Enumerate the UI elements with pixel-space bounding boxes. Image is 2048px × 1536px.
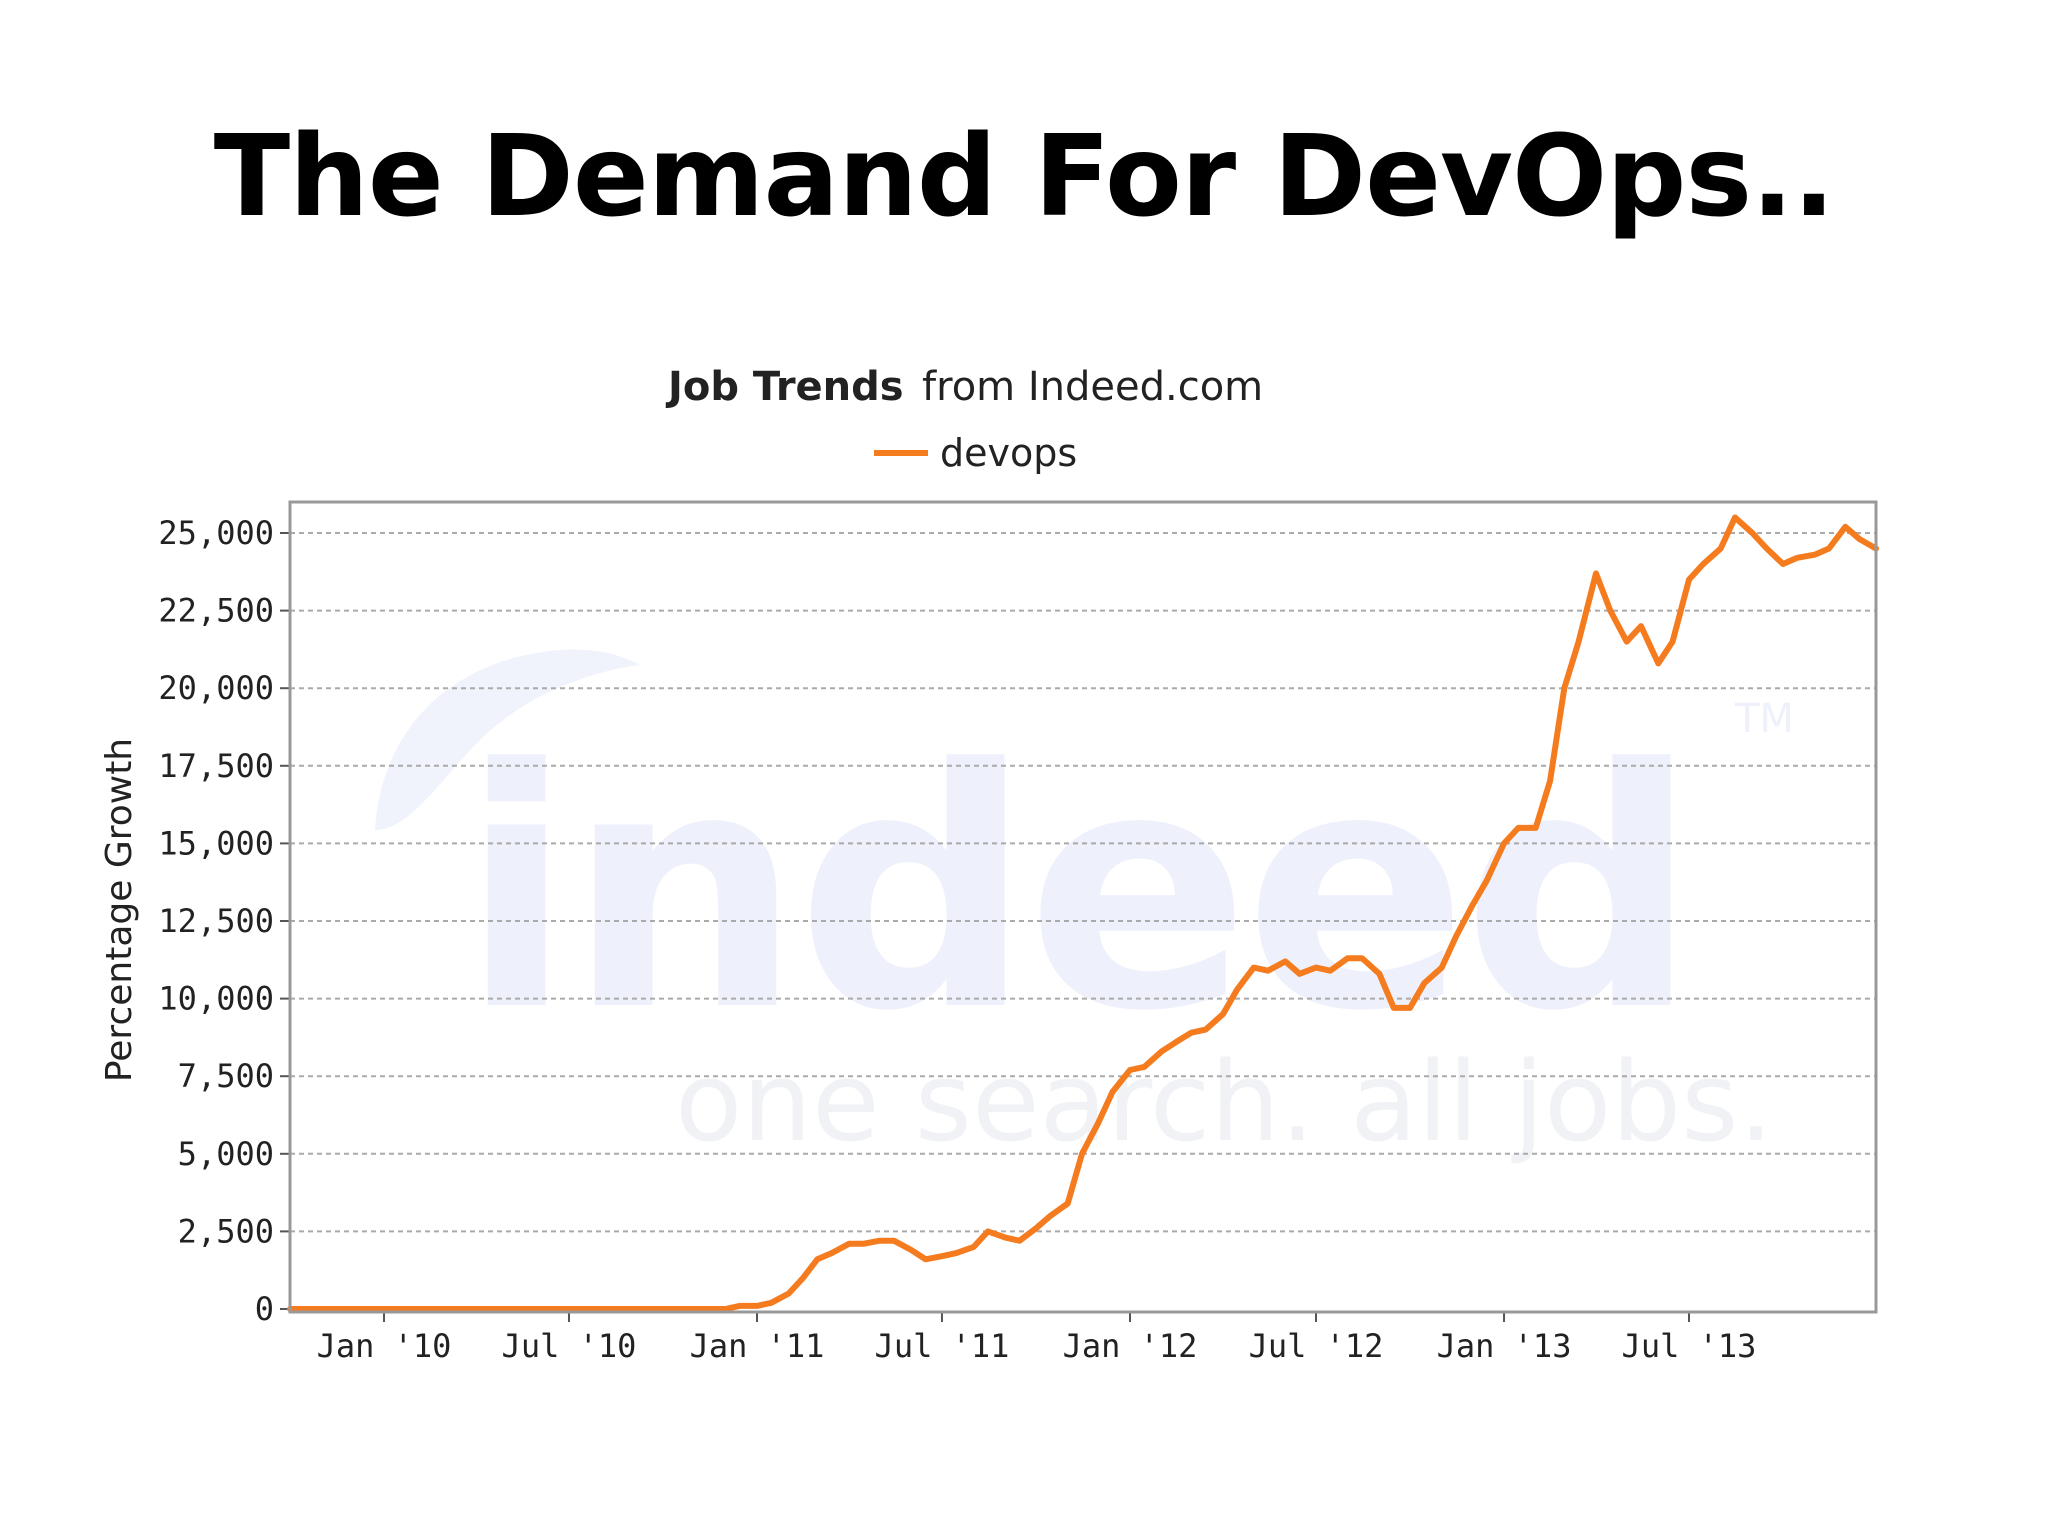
chart-title: Job Trends from Indeed.com [665,364,1263,410]
y-tick-label: 2,500 [178,1212,274,1250]
x-tick-label: Jul '10 [502,1327,637,1365]
y-axis: 0 2,500 5,000 7,500 10,000 12,500 15,000 17,500… [158,514,290,1328]
x-tick-label: Jul '11 [875,1327,1010,1365]
y-tick-label: 15,000 [158,824,274,862]
x-tick-label: Jan '11 [690,1327,825,1365]
y-tick-label: 10,000 [158,980,274,1018]
y-tick-label: 17,500 [158,747,274,785]
chart-title-bold: Job Trends [665,364,904,410]
watermark-trademark: TM [1734,696,1794,742]
plot-frame [288,500,1878,1314]
indeed-watermark: indeed TM one search. all jobs. [375,649,1794,1166]
watermark-tagline: one search. all jobs. [675,1038,1773,1166]
x-tick-label: Jan '10 [317,1327,452,1365]
series-line-devops [287,514,1879,1312]
y-axis-title: Percentage Growth [99,738,140,1082]
y-tick-label: 22,500 [158,592,274,630]
x-axis: Jan '10 Jul '10 Jan '11 Jul '11 Jan '12 Jul '… [317,1312,1757,1365]
y-tick-label: 7,500 [178,1057,274,1095]
y-tick-label: 5,000 [178,1135,274,1173]
legend-label-devops: devops [940,431,1077,475]
series-layer [287,514,1879,1312]
watermark-logo: indeed [460,699,1692,1083]
x-tick-label: Jan '13 [1437,1327,1572,1365]
chart-title-rest: from Indeed.com [922,364,1263,410]
legend: devops [874,431,1077,475]
x-tick-label: Jul '12 [1249,1327,1384,1365]
y-tick-label: 12,500 [158,902,274,940]
slide-title: The Demand For DevOps.. [213,112,1835,242]
x-tick-label: Jan '12 [1063,1327,1198,1365]
x-tick-label: Jul '13 [1622,1327,1757,1365]
watermark-swoosh [375,649,640,830]
y-tick-label: 0 [255,1290,274,1328]
y-tick-label: 20,000 [158,669,274,707]
y-tick-label: 25,000 [158,514,274,552]
